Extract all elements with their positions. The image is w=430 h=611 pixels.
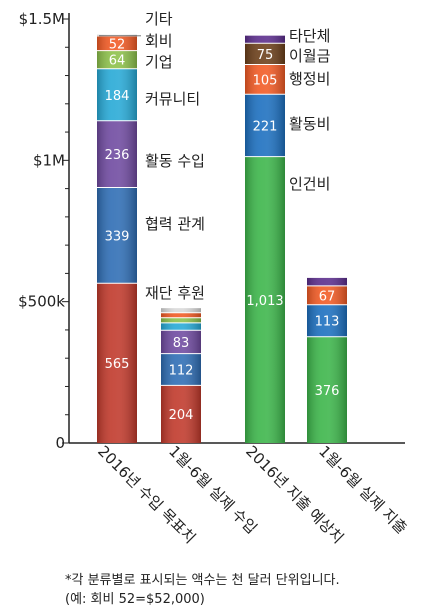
bar-segment-shading bbox=[307, 304, 347, 337]
segment-name-label: 이월금 bbox=[289, 47, 331, 65]
bars: 565 339 236 184 64 52 204 112 83 1,013 221 105 75 376… bbox=[97, 34, 347, 443]
bar-segment-shading bbox=[245, 43, 285, 65]
bar-segment-shading bbox=[97, 187, 137, 284]
segment-name-label: 타단체 bbox=[289, 27, 330, 45]
segment-name-label: 활동 수입 bbox=[145, 152, 205, 170]
bar-segment-shading bbox=[307, 277, 347, 286]
bar-segment-value-label: 204 bbox=[169, 408, 194, 423]
bar-segment-shading bbox=[245, 156, 285, 443]
segment-name-label: 협력 관계 bbox=[145, 215, 205, 233]
bar-segment-shading bbox=[97, 35, 137, 51]
bar-segment-shading bbox=[97, 283, 137, 443]
bar-segment-value-label: 339 bbox=[105, 229, 130, 244]
y-tick-label: $1M bbox=[33, 151, 65, 169]
bar-segment-value-label: 64 bbox=[109, 54, 126, 69]
bar-segment-value-label: 376 bbox=[315, 384, 340, 399]
bar-segment-value-label: 221 bbox=[253, 119, 278, 134]
bar-segment-shading bbox=[97, 50, 137, 69]
bar-segment-value-label: 83 bbox=[173, 336, 190, 351]
bar-segment-value-label: 113 bbox=[315, 315, 340, 330]
bar-segment-value-label: 236 bbox=[105, 148, 130, 163]
bar-segment-shading bbox=[161, 308, 201, 313]
bar-stack: 1,013 221 105 75 bbox=[245, 35, 285, 443]
bar-segment-shading bbox=[161, 385, 201, 443]
bar-segment-shading bbox=[245, 94, 285, 157]
bar-segment-value-label: 184 bbox=[105, 89, 130, 104]
bar-stack: 565 339 236 184 64 52 bbox=[97, 34, 137, 443]
bar-segment-value-label: 1,013 bbox=[246, 294, 283, 309]
bar-stack: 376 113 67 bbox=[307, 277, 347, 443]
segment-name-label: 행정비 bbox=[289, 70, 330, 88]
footnote-line-2: (예: 회비 52=$52,000) bbox=[65, 592, 205, 607]
bar-segment-shading bbox=[97, 34, 137, 36]
segment-name-label: 회비 bbox=[145, 32, 173, 50]
bar-segment-value-label: 565 bbox=[105, 357, 130, 372]
segment-name-label: 기타 bbox=[145, 10, 173, 28]
segment-name-label: 인건비 bbox=[289, 175, 330, 193]
bar-segment-value-label: 105 bbox=[253, 73, 278, 88]
bar-segment-value-label: 75 bbox=[257, 48, 274, 63]
y-tick-label: 0 bbox=[55, 434, 65, 452]
bar-segment-shading bbox=[97, 68, 137, 121]
bar-segment-shading bbox=[97, 120, 137, 188]
segment-name-label: 기업 bbox=[145, 53, 173, 71]
bar-segment-shading bbox=[161, 312, 201, 318]
bar-segment-shading bbox=[307, 285, 347, 305]
bar-segment-shading bbox=[161, 330, 201, 354]
y-tick-label: $500k bbox=[18, 293, 65, 311]
bar-stack: 204 112 83 bbox=[161, 308, 201, 443]
bar-segment-shading bbox=[307, 336, 347, 443]
bar-segment-shading bbox=[161, 322, 201, 331]
bar-segment-shading bbox=[245, 35, 285, 44]
bar-segment-shading bbox=[245, 64, 285, 95]
bar-segment-value-label: 52 bbox=[109, 37, 126, 52]
bar-segment-value-label: 112 bbox=[169, 364, 194, 379]
bar-segment-shading bbox=[161, 353, 201, 386]
footnote-line-1: *각 분류별로 표시되는 액수는 천 달러 단위입니다. bbox=[65, 573, 340, 588]
segment-name-label: 커뮤니티 bbox=[145, 90, 200, 108]
bar-segment-value-label: 67 bbox=[319, 289, 336, 304]
segment-name-label: 활동비 bbox=[289, 115, 330, 133]
y-tick-label: $1.5M bbox=[19, 10, 65, 28]
segment-name-label: 재단 후원 bbox=[145, 284, 205, 302]
bar-segment-shading bbox=[161, 317, 201, 323]
